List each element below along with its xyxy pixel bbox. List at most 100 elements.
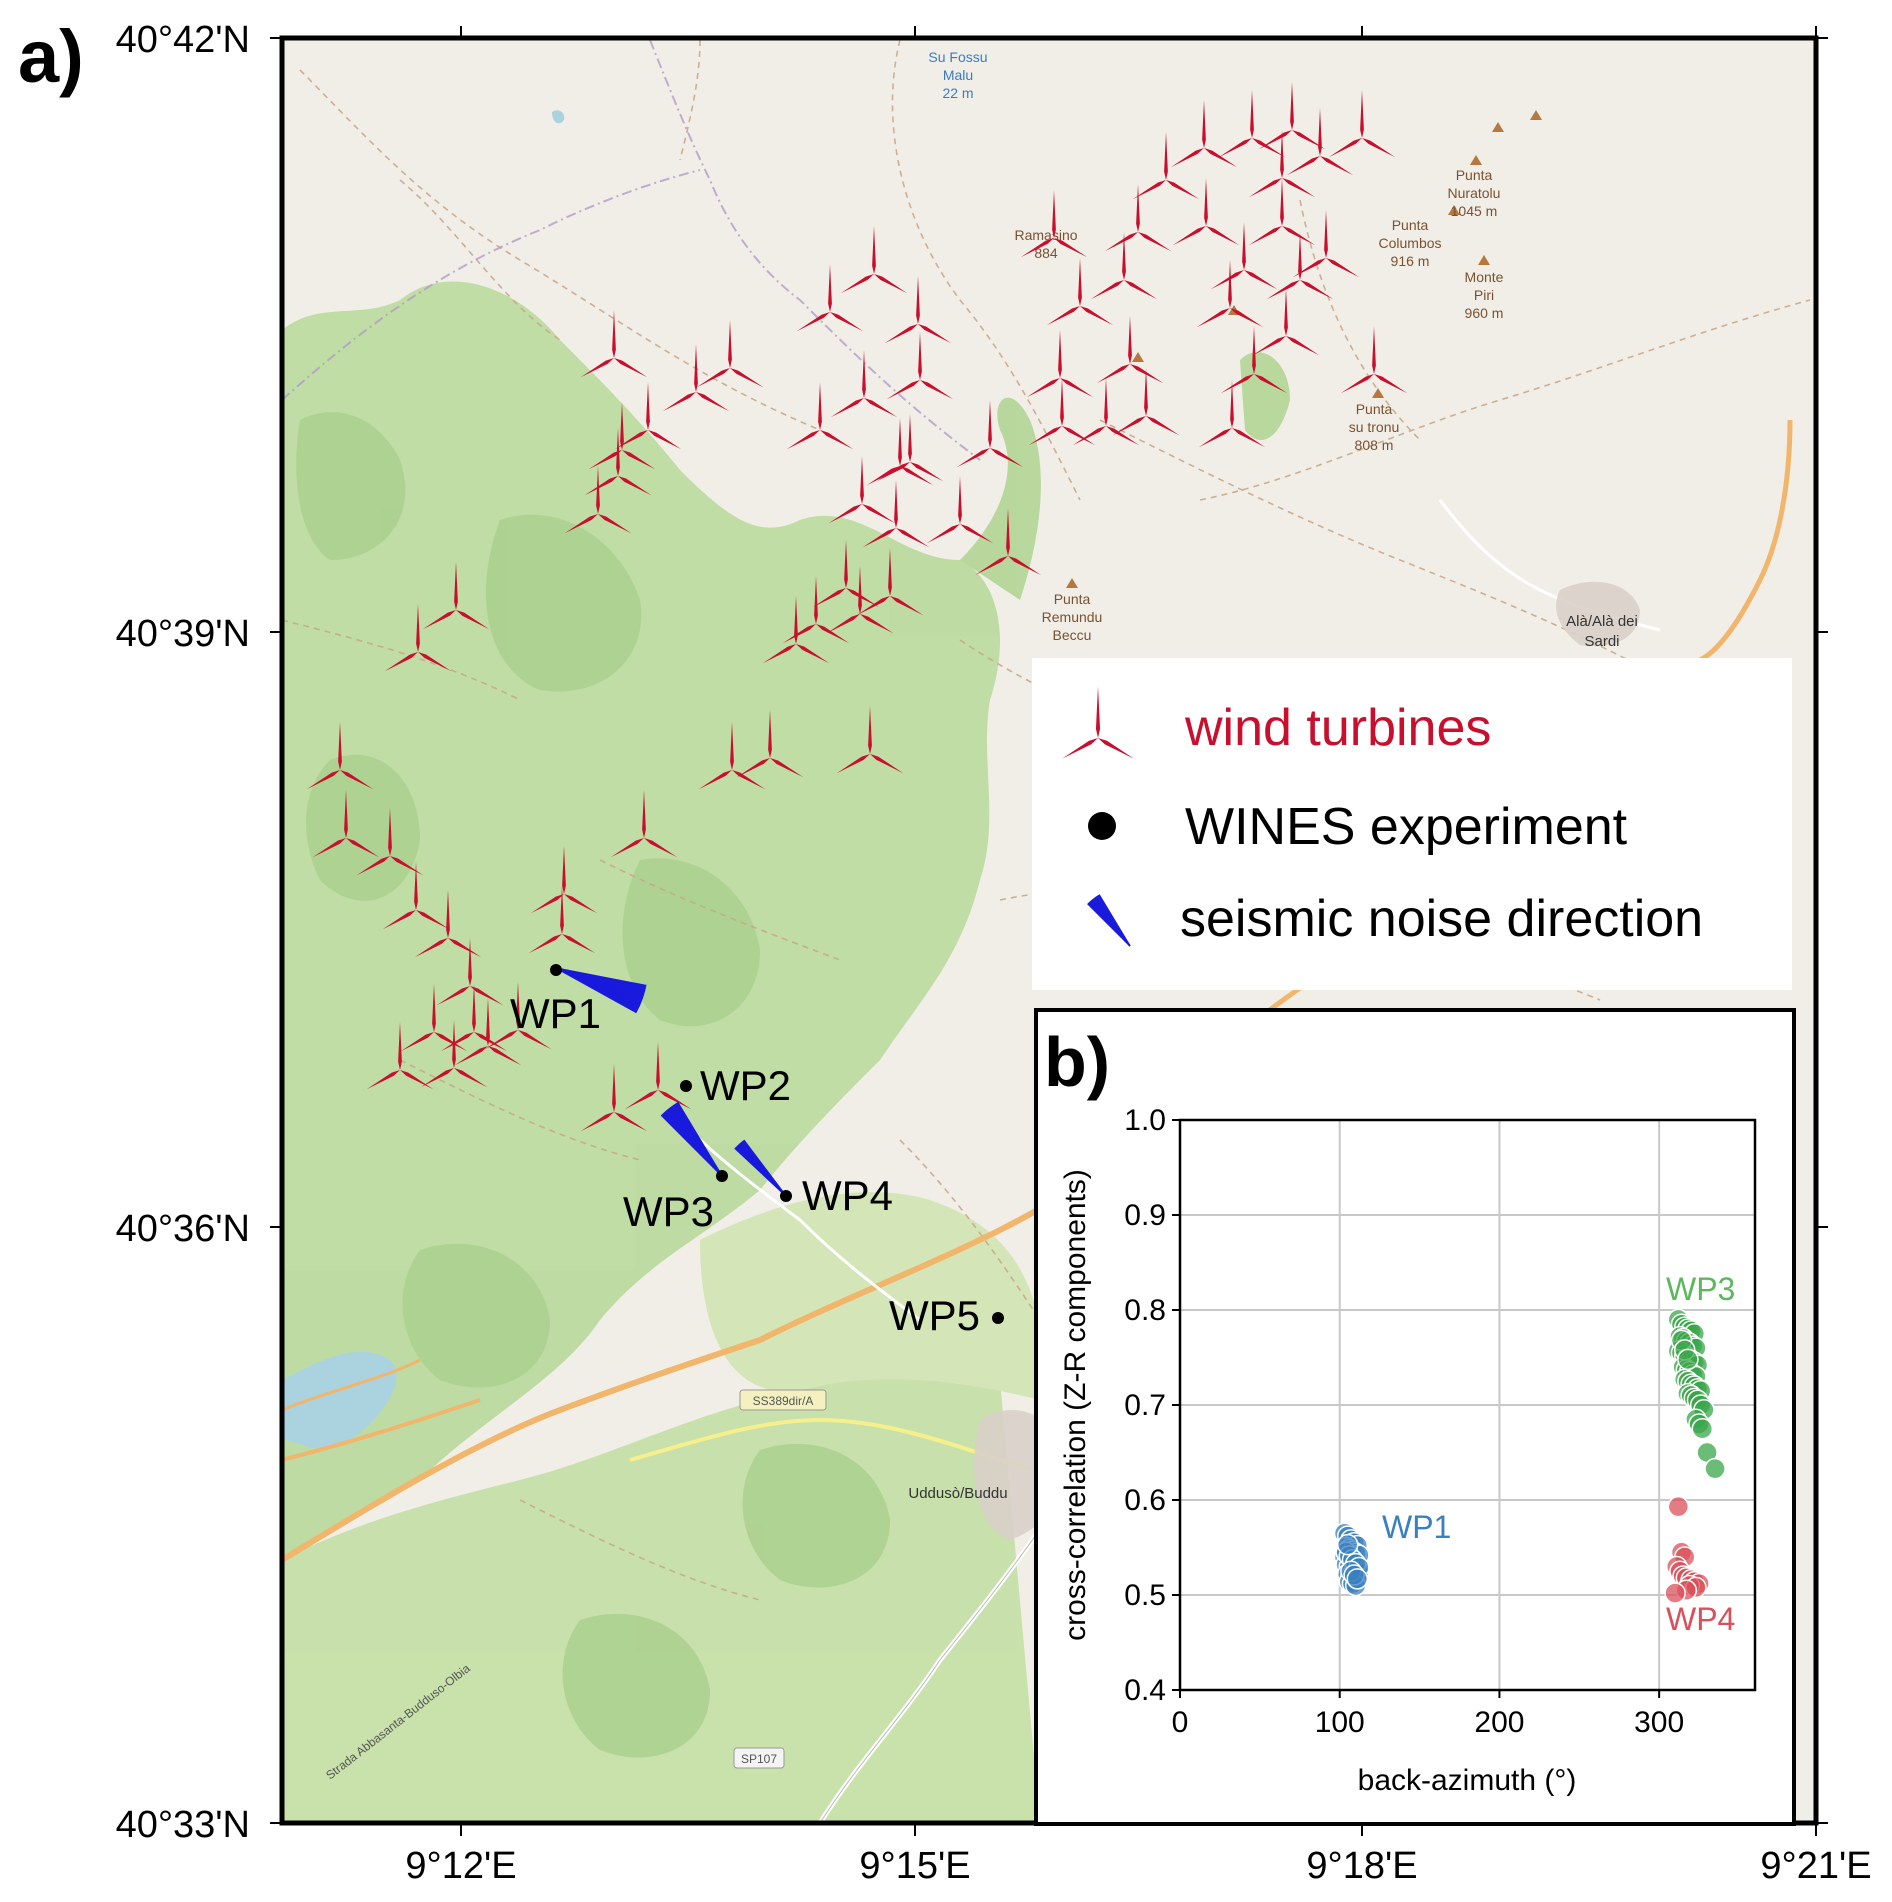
wind-turbine-icon (1248, 178, 1316, 246)
data-point (1336, 1533, 1359, 1556)
legend-turbines-label: wind turbines (1184, 699, 1491, 757)
label-remundu-1: Punta (1054, 591, 1091, 607)
station-marker (992, 1312, 1004, 1324)
wind-turbine-icon (884, 276, 952, 344)
label-ramasino-1: Ramasino (1014, 227, 1077, 243)
lon-tick-12: 9°12'E (405, 1845, 516, 1887)
lon-tick-15: 9°15'E (859, 1845, 970, 1887)
data-point (1691, 1418, 1714, 1440)
station-label: WP2 (700, 1062, 791, 1109)
inset-label-wp4: WP4 (1666, 1601, 1735, 1637)
wind-turbine-icon (1046, 258, 1114, 326)
wind-turbine-icon (698, 722, 766, 790)
lat-tick-36: 40°36'N (116, 1208, 250, 1250)
station-marker (780, 1190, 792, 1202)
legend-turbine-symbol (1061, 686, 1135, 759)
wind-turbine-icon (1248, 130, 1316, 198)
legend-noise-icon (1087, 894, 1131, 947)
stations: WP1 WP2 WP3 WP4 WP5 (510, 964, 1004, 1339)
label-su-fossu-2: Malu (943, 67, 973, 83)
wind-turbine-icon (840, 226, 908, 294)
y-tick-label: 0.7 (1124, 1389, 1166, 1422)
wind-turbine-icon (866, 418, 934, 486)
wind-turbine-icon (1072, 378, 1140, 446)
map-axes: 40°42'N 40°39'N 40°36'N 40°33'N 9°12'E 9… (116, 19, 1872, 1887)
wind-turbine-icon (564, 466, 632, 534)
x-tick-label: 0 (1172, 1706, 1189, 1739)
wind-turbine-icon (796, 264, 864, 332)
inset-ylabel: cross-correlation (Z-R components) (1059, 1169, 1092, 1641)
wind-turbine-icon (876, 414, 944, 482)
x-tick-label: 100 (1315, 1706, 1365, 1739)
label-su-fossu-1: Su Fossu (928, 49, 987, 65)
wind-turbine-icon (1340, 326, 1408, 394)
noise-fan-wp1 (555, 967, 647, 1014)
inset-plot-area (1178, 1118, 1757, 1692)
wind-turbine-icon (662, 344, 730, 412)
wind-turbine-icon (420, 1020, 488, 1088)
wind-turbine-icon (588, 402, 656, 470)
wind-turbine-icon (1266, 232, 1334, 300)
wind-turbine-icon (856, 548, 924, 616)
legend-noise-symbol (1087, 894, 1131, 947)
station-label: WP4 (802, 1172, 893, 1219)
wind-turbine-icon (1198, 380, 1266, 448)
wind-turbine-icon (436, 938, 504, 1006)
wind-turbine-icon (736, 710, 804, 778)
wind-turbine-icon (926, 476, 994, 544)
wind-turbine-icon (862, 480, 930, 548)
label-piri-1: Monte (1465, 269, 1504, 285)
peak-markers (1066, 110, 1542, 588)
inset-points (1333, 1308, 1726, 1604)
inset-label-wp3: WP3 (1666, 1271, 1735, 1307)
road-sp107-label: SP107 (741, 1752, 777, 1766)
small-lake (552, 110, 565, 124)
label-nuratolu-1: Punta (1456, 167, 1493, 183)
wind-turbine-icon (1196, 260, 1264, 328)
wind-turbine-icon (762, 596, 830, 664)
wind-turbine-icon (956, 400, 1024, 468)
wind-turbine-icon (1258, 82, 1326, 150)
label-columbos-2: Columbos (1378, 235, 1441, 251)
wind-turbine-icon (1132, 132, 1200, 200)
wind-turbine-icon (1096, 316, 1164, 384)
legend-noise-label: seismic noise direction (1180, 890, 1703, 948)
label-uddus: Uddusò/Buddu (908, 1485, 1007, 1502)
lat-tick-33: 40°33'N (116, 1804, 250, 1846)
legend-station-dot (1088, 812, 1116, 840)
wind-turbine-icon (826, 566, 894, 634)
y-tick-label: 1.0 (1124, 1104, 1166, 1137)
wind-turbine-icon (1172, 178, 1240, 246)
wind-turbine-icon (610, 790, 678, 858)
label-remundu-3: Beccu (1053, 627, 1092, 643)
wind-turbine-icon (782, 576, 850, 644)
legend-turbine-icon (1061, 686, 1135, 759)
wind-turbine-icon (422, 562, 490, 630)
wind-turbine-icon (580, 310, 648, 378)
wind-turbine-icon (614, 382, 682, 450)
wind-turbine-icon (1026, 330, 1094, 398)
lon-tick-21: 9°21'E (1760, 1845, 1871, 1887)
boundary-lines (282, 39, 981, 461)
inset-xlabel: back-azimuth (°) (1358, 1764, 1577, 1797)
wind-turbine-icon (384, 604, 452, 672)
wind-turbine-icon (828, 456, 896, 524)
data-point (1664, 1582, 1686, 1604)
station-label: WP1 (510, 990, 601, 1037)
data-point (1346, 1568, 1369, 1590)
station-label: WP5 (889, 1292, 980, 1339)
label-remundu-2: Remundu (1042, 609, 1103, 625)
label-nuratolu-3: 1045 m (1451, 203, 1498, 219)
noise-fan-wp4 (734, 1139, 787, 1197)
data-point (1704, 1457, 1726, 1480)
lon-tick-18: 9°18'E (1306, 1845, 1417, 1887)
wind-turbine-icon (366, 1022, 434, 1090)
inset-label-wp1: WP1 (1382, 1509, 1451, 1545)
noise-fan-wp3 (660, 1101, 723, 1177)
station-marker (716, 1170, 728, 1182)
lat-tick-39: 40°39'N (116, 613, 250, 655)
inset-ticks: 0 100 200 300 0.4 0.5 0.6 0.7 0.8 0.9 1.0 (1124, 1104, 1684, 1739)
label-su-fossu-3: 22 m (942, 85, 973, 101)
wind-turbine-icon (836, 706, 904, 774)
inset-frame (1034, 1008, 1796, 1826)
